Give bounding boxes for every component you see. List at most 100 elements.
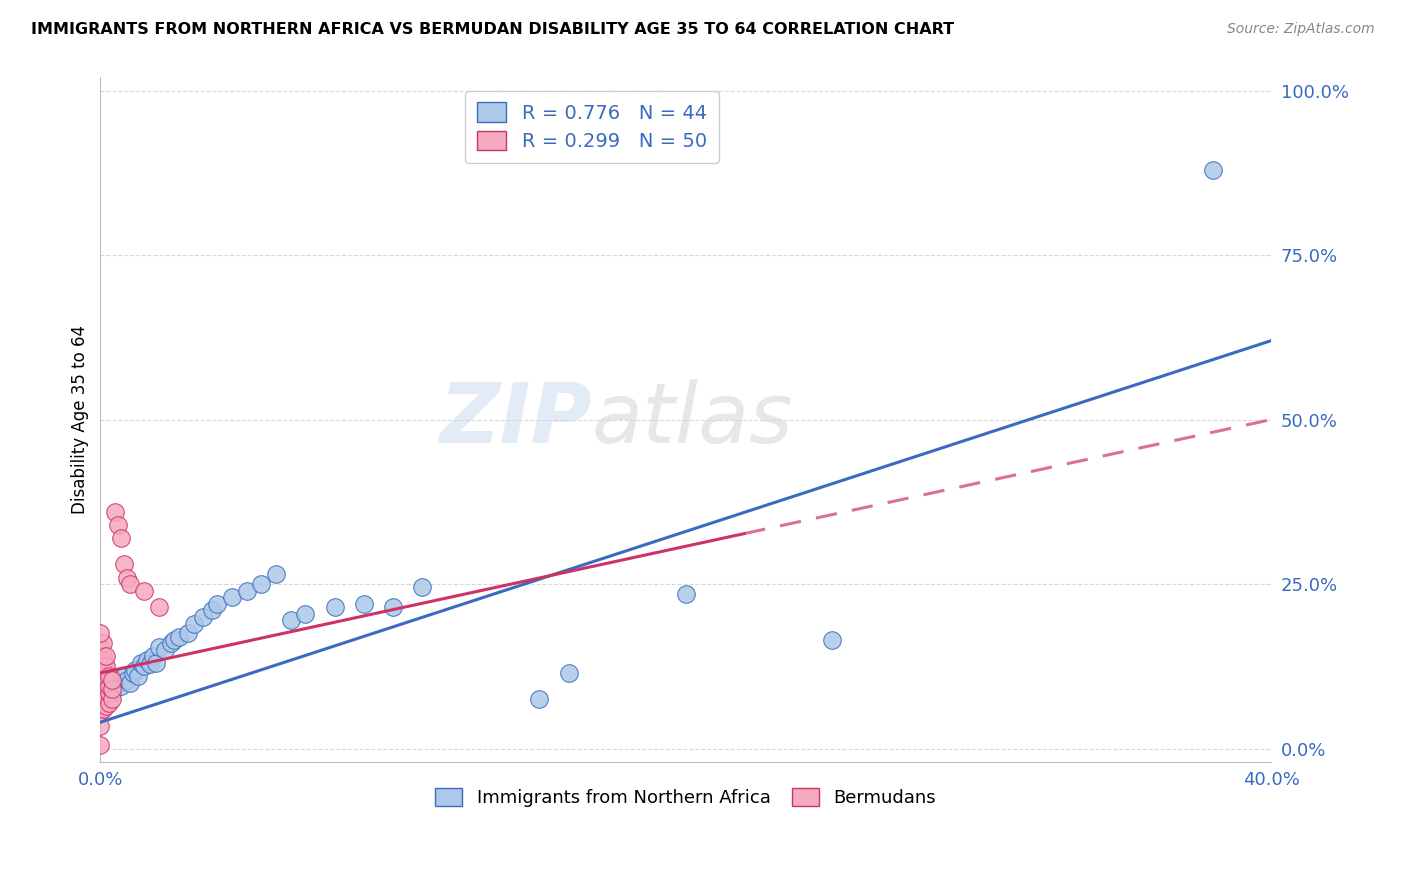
Point (91, 656, 114, 670)
Point (89, 669, 111, 683)
Point (353, 597, 375, 611)
Point (110, 679, 132, 693)
Point (91, 675, 114, 690)
Point (89, 696, 111, 710)
Point (112, 558, 135, 572)
Point (96, 679, 118, 693)
Point (104, 673, 127, 687)
Point (107, 517, 129, 532)
Point (235, 583, 257, 598)
Point (110, 531, 132, 545)
Point (821, 633, 844, 648)
Point (89, 718, 111, 732)
Point (323, 600, 346, 615)
Point (162, 633, 184, 648)
Point (89, 649, 111, 664)
Point (89, 640, 111, 654)
Text: atlas: atlas (592, 379, 794, 460)
Point (96, 679, 118, 693)
Point (142, 649, 165, 664)
Point (294, 607, 316, 621)
Point (207, 597, 229, 611)
Point (89, 739, 111, 753)
Y-axis label: Disability Age 35 to 64: Disability Age 35 to 64 (72, 325, 89, 514)
Point (136, 653, 159, 667)
Point (91, 663, 114, 677)
Point (145, 656, 167, 670)
Point (98, 679, 121, 693)
Point (89, 626, 111, 640)
Point (250, 577, 273, 591)
Point (118, 675, 141, 690)
Point (115, 570, 138, 584)
Point (89, 675, 111, 690)
Point (107, 675, 129, 690)
Point (101, 686, 124, 700)
Point (101, 682, 124, 697)
Point (411, 581, 433, 595)
Point (134, 583, 156, 598)
Point (112, 669, 135, 683)
Point (221, 591, 243, 605)
Point (191, 610, 214, 624)
Point (101, 673, 124, 687)
Point (1201, 162, 1223, 177)
Point (131, 656, 153, 670)
Point (89, 656, 111, 670)
Point (91, 649, 114, 664)
Point (98, 669, 121, 683)
Point (148, 600, 170, 615)
Point (134, 659, 156, 673)
Point (177, 626, 200, 640)
Point (115, 673, 138, 687)
Point (200, 603, 222, 617)
Point (101, 692, 124, 706)
Point (183, 616, 205, 631)
Point (91, 696, 114, 710)
Point (169, 630, 191, 644)
Point (104, 505, 127, 519)
Point (280, 613, 302, 627)
Point (91, 692, 114, 706)
Point (121, 665, 143, 680)
Text: Source: ZipAtlas.com: Source: ZipAtlas.com (1227, 22, 1375, 37)
Point (96, 659, 118, 673)
Point (382, 600, 405, 615)
Legend: Immigrants from Northern Africa, Bermudans: Immigrants from Northern Africa, Bermuda… (427, 780, 943, 814)
Point (96, 698, 118, 713)
Point (118, 577, 141, 591)
Point (139, 657, 162, 672)
Point (89, 665, 111, 680)
Point (96, 669, 118, 683)
Point (91, 702, 114, 716)
Point (96, 649, 118, 664)
Point (159, 636, 181, 650)
Text: ZIP: ZIP (440, 379, 592, 460)
Point (89, 653, 111, 667)
Point (89, 686, 111, 700)
Point (153, 643, 176, 657)
Point (557, 665, 579, 680)
Point (89, 643, 111, 657)
Point (89, 706, 111, 720)
Text: IMMIGRANTS FROM NORTHERN AFRICA VS BERMUDAN DISABILITY AGE 35 TO 64 CORRELATION : IMMIGRANTS FROM NORTHERN AFRICA VS BERMU… (31, 22, 955, 37)
Point (529, 692, 551, 706)
Point (91, 689, 114, 703)
Point (91, 682, 114, 697)
Point (89, 659, 111, 673)
Point (89, 646, 111, 660)
Point (91, 636, 114, 650)
Point (89, 679, 111, 693)
Point (675, 587, 697, 601)
Point (264, 567, 287, 582)
Point (148, 640, 170, 654)
Point (98, 686, 121, 700)
Point (98, 682, 121, 697)
Point (124, 663, 146, 677)
Point (96, 689, 118, 703)
Point (89, 689, 111, 703)
Point (98, 696, 121, 710)
Point (127, 669, 149, 683)
Point (89, 663, 111, 677)
Point (91, 669, 114, 683)
